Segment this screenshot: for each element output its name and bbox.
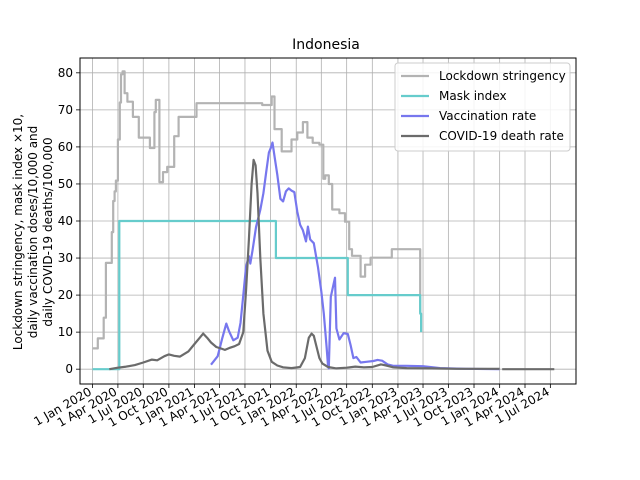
y-axis-label: Lockdown stringency, mask index ×10, dai… bbox=[11, 114, 55, 350]
y-tick-label: 0 bbox=[65, 362, 73, 376]
legend: Lockdown stringency Mask index Vaccination… bbox=[394, 62, 571, 152]
series-lines bbox=[92, 70, 555, 371]
y-tick-label: 50 bbox=[58, 177, 73, 191]
series-line-2 bbox=[210, 141, 500, 371]
y-tick-label: 10 bbox=[58, 325, 73, 339]
legend-box bbox=[394, 62, 571, 152]
plot-frame bbox=[79, 57, 577, 385]
y-tick-label: 30 bbox=[58, 251, 73, 265]
y-tick-label: 20 bbox=[58, 288, 73, 302]
y-tick-label: 70 bbox=[58, 103, 73, 117]
y-axis-label-line-2: daily vaccination doses/10,000 and bbox=[26, 126, 40, 339]
y-tick-label: 80 bbox=[58, 66, 73, 80]
legend-label: Lockdown stringency bbox=[439, 69, 566, 83]
y-tick-label: 40 bbox=[58, 214, 73, 228]
legend-label: Vaccination rate bbox=[439, 109, 536, 123]
chart-title: Indonesia bbox=[292, 37, 360, 53]
y-axis-label-line-1: Lockdown stringency, mask index ×10, bbox=[11, 114, 25, 350]
series-line-0 bbox=[92, 70, 422, 350]
y-axis-label-line-3: daily COVID-19 deaths/100,000 bbox=[41, 137, 55, 326]
series-line-1 bbox=[92, 219, 423, 371]
legend-label: COVID-19 death rate bbox=[439, 129, 564, 143]
y-tick-label: 60 bbox=[58, 140, 73, 154]
legend-label: Mask index bbox=[439, 89, 507, 103]
series-line-3 bbox=[109, 158, 500, 371]
